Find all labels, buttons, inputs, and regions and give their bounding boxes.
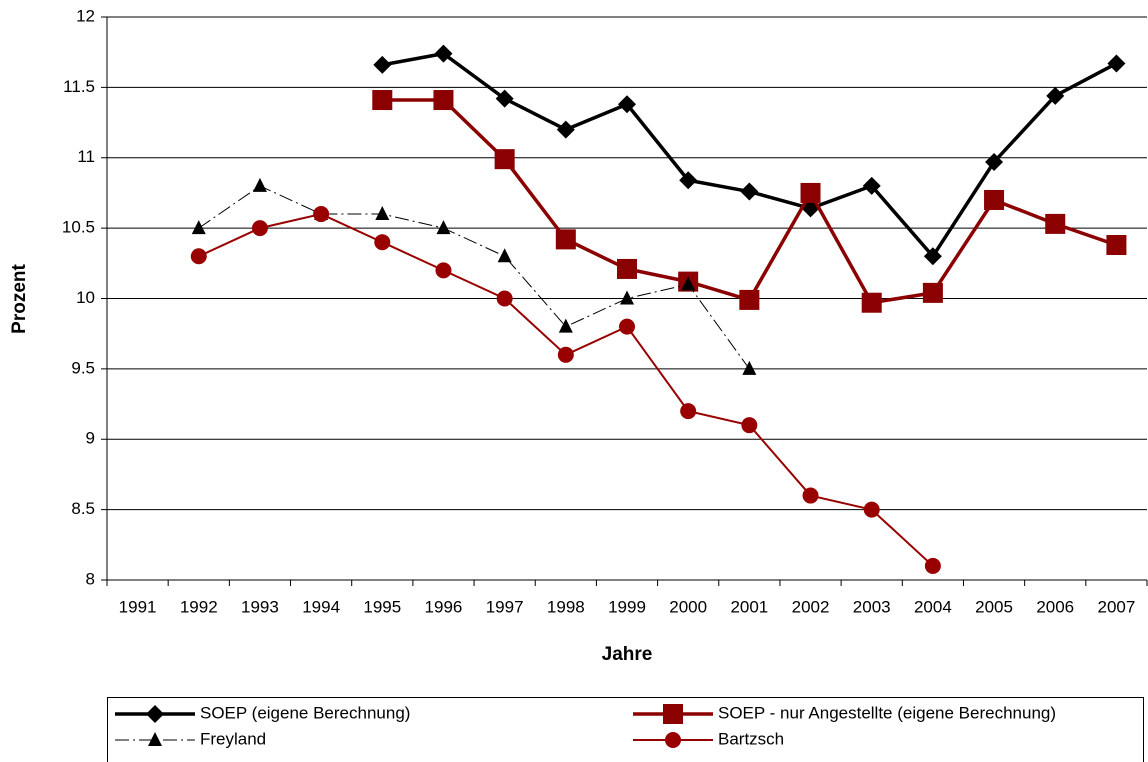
legend-box: [107, 697, 1144, 762]
marker: [558, 318, 573, 333]
marker: [1046, 86, 1065, 105]
marker: [252, 177, 267, 192]
marker: [741, 417, 758, 434]
marker: [496, 290, 513, 307]
marker: [433, 90, 454, 111]
marker: [497, 248, 512, 263]
y-tick-label: 8: [86, 569, 95, 588]
y-tick-label: 10.5: [62, 218, 95, 237]
marker: [923, 247, 942, 266]
marker: [556, 120, 575, 139]
marker: [190, 248, 207, 265]
marker: [495, 89, 514, 108]
series-line: [382, 98, 1117, 305]
x-axis-title: Jahre: [602, 644, 653, 665]
series: [372, 90, 1127, 313]
marker: [555, 229, 576, 250]
marker: [435, 262, 452, 279]
y-tick-label: 8.5: [71, 499, 95, 518]
marker: [665, 732, 681, 748]
marker: [617, 258, 637, 279]
x-tick-label: 2007: [1097, 597, 1135, 616]
marker: [375, 206, 390, 221]
series-line: [198, 185, 750, 370]
marker: [251, 220, 268, 237]
x-tick-label: 1996: [425, 597, 463, 616]
marker: [148, 732, 162, 746]
marker: [557, 346, 574, 363]
x-tick-label: 2004: [914, 597, 952, 616]
marker: [373, 55, 392, 74]
x-tick-label: 1994: [302, 597, 340, 616]
marker: [739, 289, 760, 310]
marker: [681, 276, 696, 291]
marker: [436, 220, 451, 235]
y-tick-label: 9.5: [71, 358, 95, 377]
x-tick-label: 1993: [241, 597, 279, 616]
x-tick-label: 1995: [363, 597, 401, 616]
series: [373, 44, 1126, 266]
y-tick-label: 11: [77, 147, 95, 166]
marker: [740, 182, 759, 201]
x-tick-label: 2003: [853, 597, 891, 616]
y-tick-label: 10: [76, 288, 95, 307]
legend-label: Bartzsch: [718, 729, 784, 748]
marker: [1106, 235, 1127, 256]
marker: [861, 292, 882, 313]
y-tick-label: 9: [86, 429, 95, 448]
marker: [924, 557, 941, 574]
y-tick-label: 11.5: [63, 77, 95, 96]
series-line: [198, 212, 934, 567]
marker: [984, 189, 1005, 210]
marker: [800, 182, 821, 203]
series: [191, 177, 757, 375]
marker: [742, 360, 757, 375]
marker: [1107, 54, 1126, 73]
marker: [679, 171, 698, 190]
marker: [663, 704, 683, 724]
x-tick-label: 1991: [119, 597, 157, 616]
marker: [863, 501, 880, 518]
x-tick-label: 2001: [730, 597, 768, 616]
legend-label: Freyland: [200, 729, 266, 748]
marker: [619, 318, 635, 335]
marker: [618, 95, 636, 114]
marker: [146, 705, 164, 723]
x-tick-label: 2005: [975, 597, 1013, 616]
marker: [922, 282, 943, 303]
marker: [985, 152, 1004, 171]
y-tick-label: 12: [76, 6, 95, 25]
marker: [802, 487, 819, 504]
marker: [862, 176, 881, 195]
marker: [1045, 213, 1066, 234]
marker: [372, 90, 393, 111]
marker: [313, 206, 330, 223]
x-tick-label: 1992: [180, 597, 218, 616]
x-tick-label: 1999: [608, 597, 646, 616]
y-axis-title: Prozent: [9, 263, 30, 333]
marker: [374, 234, 391, 251]
marker: [191, 220, 206, 235]
marker: [494, 149, 515, 170]
marker: [620, 290, 634, 305]
x-tick-label: 1998: [547, 597, 585, 616]
marker: [680, 403, 697, 420]
x-tick-label: 1997: [486, 597, 524, 616]
marker: [434, 44, 453, 63]
series-line: [381, 51, 1118, 260]
legend-label: SOEP (eigene Berechnung): [200, 703, 410, 722]
x-tick-label: 2002: [792, 597, 830, 616]
series: [190, 206, 941, 574]
x-tick-label: 2006: [1036, 597, 1074, 616]
x-tick-label: 2000: [669, 597, 707, 616]
legend-label: SOEP - nur Angestellte (eigene Berechnun…: [718, 703, 1056, 722]
